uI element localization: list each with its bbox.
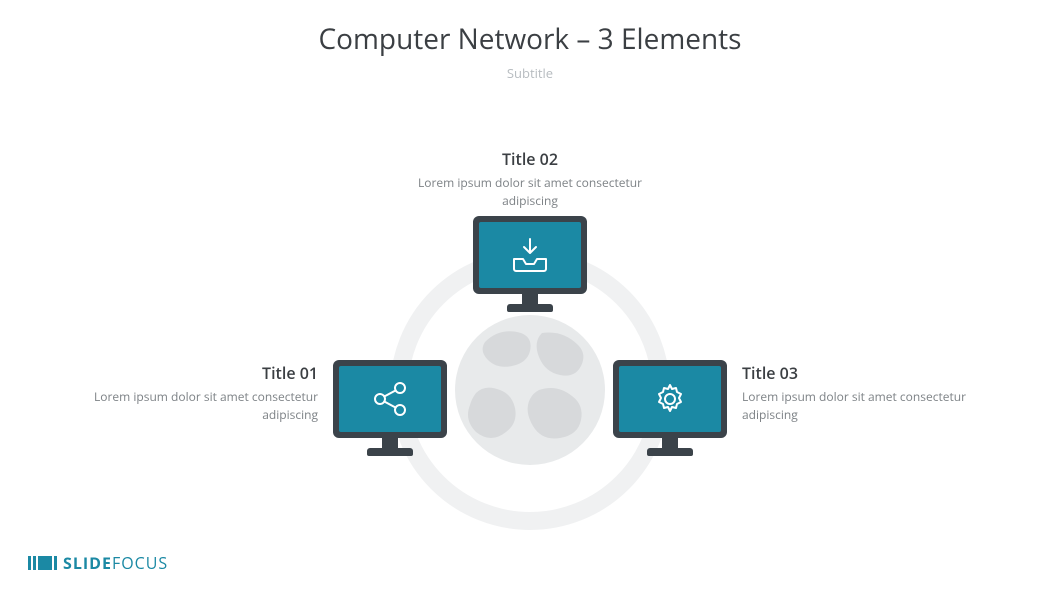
- monitor-stand-base: [507, 304, 553, 312]
- block-body: Lorem ipsum dolor sit amet consectetur a…: [415, 174, 645, 210]
- monitor-stand-neck: [522, 294, 538, 304]
- monitor-right: [613, 360, 727, 456]
- text-block-left: Title 01 Lorem ipsum dolor sit amet cons…: [88, 362, 318, 424]
- monitor-bezel: [473, 216, 587, 294]
- monitor-top: [473, 216, 587, 312]
- network-diagram: Title 02 Lorem ipsum dolor sit amet cons…: [0, 0, 1060, 596]
- monitor-bezel: [333, 360, 447, 438]
- text-block-top: Title 02 Lorem ipsum dolor sit amet cons…: [415, 148, 645, 210]
- text-block-right: Title 03 Lorem ipsum dolor sit amet cons…: [742, 362, 972, 424]
- block-body: Lorem ipsum dolor sit amet consectetur a…: [88, 388, 318, 424]
- block-title: Title 03: [742, 362, 972, 384]
- monitor-stand-base: [647, 448, 693, 456]
- inbox-download-icon: [508, 235, 552, 275]
- share-nodes-icon: [368, 379, 412, 419]
- gear-icon: [648, 379, 692, 419]
- slide: Computer Network – 3 Elements Subtitle: [0, 0, 1060, 596]
- monitor-screen: [339, 366, 441, 432]
- globe-icon: [455, 315, 605, 465]
- monitor-stand-neck: [382, 438, 398, 448]
- brand-logo: SLIDEFOCUS: [28, 552, 168, 574]
- monitor-screen: [479, 222, 581, 288]
- monitor-bezel: [613, 360, 727, 438]
- monitor-left: [333, 360, 447, 456]
- block-title: Title 02: [415, 148, 645, 170]
- block-body: Lorem ipsum dolor sit amet consectetur a…: [742, 388, 972, 424]
- monitor-screen: [619, 366, 721, 432]
- monitor-stand-base: [367, 448, 413, 456]
- brand-name: SLIDEFOCUS: [63, 552, 168, 574]
- brand-bars-icon: [28, 556, 57, 570]
- monitor-stand-neck: [662, 438, 678, 448]
- block-title: Title 01: [88, 362, 318, 384]
